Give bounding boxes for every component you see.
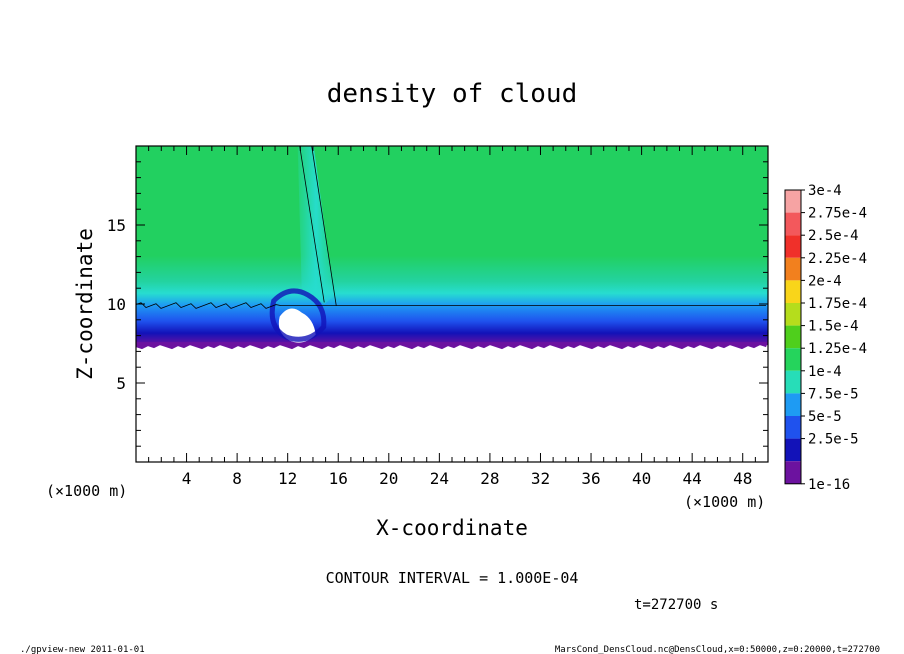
cloud-hole <box>278 308 316 343</box>
x-tick-label: 16 <box>329 469 348 488</box>
x-unit-right: (×1000 m) <box>684 493 765 511</box>
colorbar-label: 2.5e-5 <box>808 432 859 448</box>
colorbar-label: 1e-4 <box>808 364 842 380</box>
chart-title: density of cloud <box>327 79 577 109</box>
x-tick-label: 40 <box>632 469 651 488</box>
x-tick-label: 4 <box>182 469 192 488</box>
y-tick-label: 10 <box>107 295 126 314</box>
colorbar-label: 7.5e-5 <box>808 386 859 402</box>
x-tick-label: 36 <box>581 469 600 488</box>
colorbar-label: 2.75e-4 <box>808 206 867 222</box>
colorbar-label: 1.5e-4 <box>808 319 859 335</box>
x-tick-label: 28 <box>480 469 499 488</box>
colorbar-swatch <box>785 438 801 462</box>
x-tick-label: 24 <box>430 469 449 488</box>
x-axis: 4 8 12 16 20 24 28 32 36 40 44 48 <box>148 146 756 488</box>
contour-interval-note: CONTOUR INTERVAL = 1.000E-04 <box>326 569 579 587</box>
x-tick-label: 8 <box>232 469 242 488</box>
colorbar-label: 2.25e-4 <box>808 251 867 267</box>
plume-column <box>297 146 335 304</box>
colorbar-frame <box>784 189 802 485</box>
y-tick-label: 15 <box>107 216 126 235</box>
footer-left: ./gpview-new 2011-01-01 <box>20 645 145 654</box>
plume-contour-left <box>299 146 325 303</box>
plume-contour-right <box>311 146 337 306</box>
colorbar-swatch <box>785 393 801 416</box>
colorbar-swatch <box>785 325 801 349</box>
colorbar: 3e-4 2.75e-4 2.5e-4 2.25e-4 2e-4 1.75e-4 1.5e-… <box>784 183 867 493</box>
y-axis-label: Z-coordinate <box>73 228 97 380</box>
x-tick-label: 12 <box>278 469 297 488</box>
colorbar-label: 3e-4 <box>808 183 842 199</box>
cloud-density-field <box>136 146 768 350</box>
y-axis: 5 10 15 <box>107 161 768 447</box>
colorbar-swatch <box>785 303 801 326</box>
time-annotation: t=272700 s <box>634 597 718 613</box>
x-unit-left: (×1000 m) <box>46 482 127 500</box>
colorbar-label: 2.5e-4 <box>808 228 859 244</box>
cloud-base-edge <box>136 342 768 350</box>
colorbar-swatch <box>785 348 801 371</box>
colorbar-label: 2e-4 <box>808 273 842 289</box>
colorbar-swatch <box>785 190 801 213</box>
contour-line <box>136 302 766 309</box>
colorbar-label: 1e-16 <box>808 477 850 493</box>
x-tick-label: 32 <box>531 469 550 488</box>
footer-right: MarsCond_DensCloud.nc@DensCloud,x=0:5000… <box>555 645 880 654</box>
cloud-layer <box>136 146 768 346</box>
colorbar-swatch <box>785 257 801 281</box>
colorbar-swatch <box>785 280 801 303</box>
colorbar-swatch <box>785 461 801 484</box>
colorbar-swatch <box>785 416 801 439</box>
colorbar-swatch <box>785 212 801 236</box>
colorbar-label: 5e-5 <box>808 409 842 425</box>
x-tick-label: 20 <box>379 469 398 488</box>
x-tick-label: 48 <box>733 469 752 488</box>
x-tick-label: 44 <box>683 469 702 488</box>
x-axis-label: X-coordinate <box>376 516 528 540</box>
cloud-hole-rim <box>269 288 327 342</box>
y-tick-label: 5 <box>116 374 126 393</box>
colorbar-swatch <box>785 370 801 394</box>
colorbar-label: 1.25e-4 <box>808 341 867 357</box>
colorbar-label: 1.75e-4 <box>808 296 867 312</box>
colorbar-swatch <box>785 235 801 258</box>
